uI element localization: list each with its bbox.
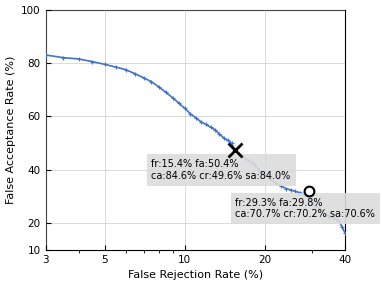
Y-axis label: False Acceptance Rate (%): False Acceptance Rate (%) bbox=[6, 55, 16, 204]
Text: fr:29.3% fa:29.8%
ca:70.7% cr:70.2% sa:70.6%: fr:29.3% fa:29.8% ca:70.7% cr:70.2% sa:7… bbox=[235, 191, 375, 219]
X-axis label: False Rejection Rate (%): False Rejection Rate (%) bbox=[128, 271, 263, 281]
Text: fr:15.4% fa:50.4%
ca:84.6% cr:49.6% sa:84.0%: fr:15.4% fa:50.4% ca:84.6% cr:49.6% sa:8… bbox=[152, 150, 291, 181]
